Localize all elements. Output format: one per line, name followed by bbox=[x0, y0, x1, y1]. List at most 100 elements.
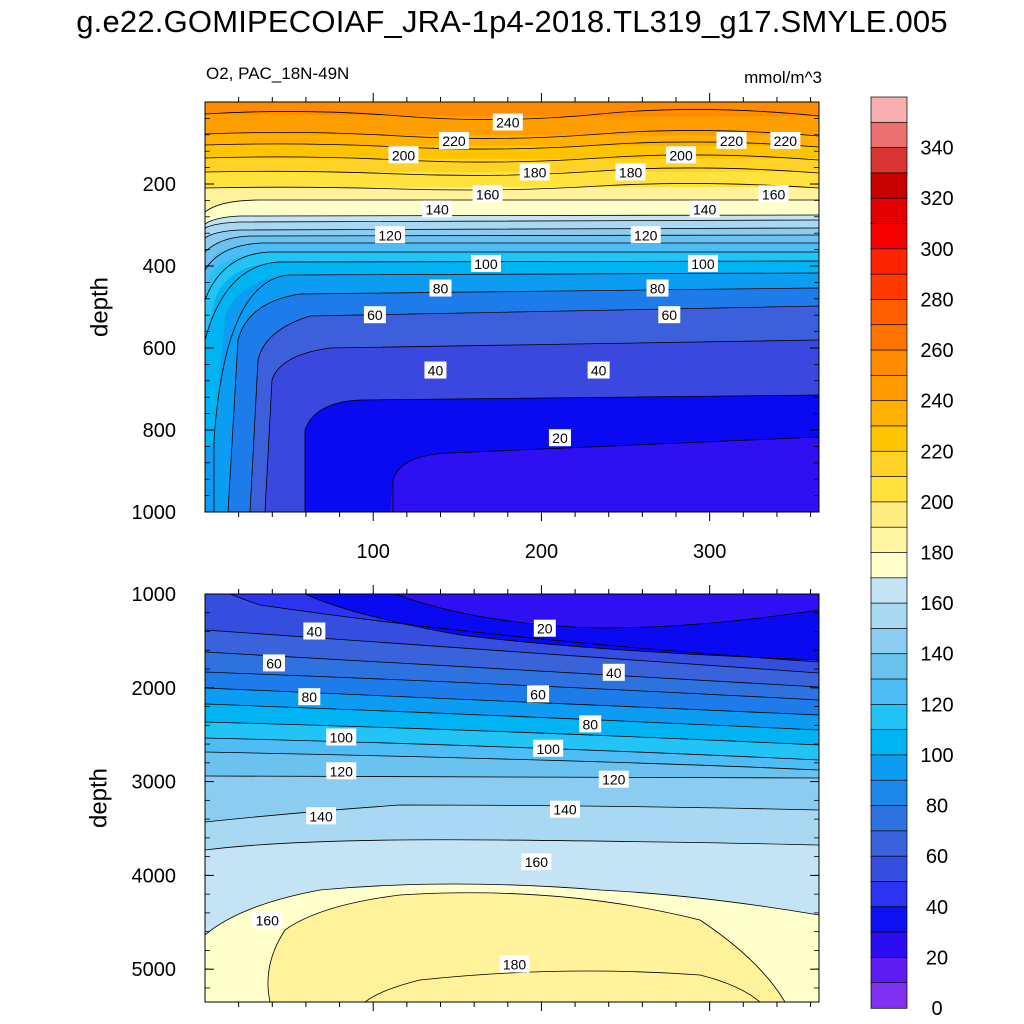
variable-region-label: O2, PAC_18N-49N bbox=[206, 64, 350, 83]
colorbar-label: 140 bbox=[920, 644, 953, 666]
y-tick-label: 200 bbox=[143, 174, 176, 196]
y-tick-label: 800 bbox=[143, 420, 176, 442]
svg-text:100: 100 bbox=[691, 256, 715, 272]
contour-label: 80 bbox=[646, 279, 669, 297]
contour-label: 20 bbox=[548, 429, 571, 447]
y-tick-label: 2000 bbox=[132, 678, 177, 700]
svg-text:40: 40 bbox=[606, 665, 622, 681]
contour-label: 180 bbox=[519, 163, 550, 181]
svg-text:100: 100 bbox=[474, 256, 498, 272]
panel-2-ylabel: depth bbox=[85, 768, 112, 828]
svg-text:60: 60 bbox=[367, 307, 383, 323]
svg-text:60: 60 bbox=[661, 307, 677, 323]
colorbar-swatch bbox=[870, 982, 908, 1009]
top-panel-contour-fill bbox=[205, 102, 819, 512]
colorbar-swatch bbox=[870, 552, 908, 579]
svg-text:80: 80 bbox=[302, 689, 318, 705]
svg-text:160: 160 bbox=[476, 186, 500, 202]
bottom-panel-contour-fill bbox=[205, 594, 819, 1002]
colorbar-swatch bbox=[870, 881, 908, 908]
svg-text:60: 60 bbox=[266, 655, 282, 671]
contour-label: 120 bbox=[630, 226, 661, 244]
x-tick-label: 100 bbox=[357, 541, 390, 563]
colorbar-swatch bbox=[870, 349, 908, 377]
colorbar-label: 120 bbox=[920, 694, 953, 716]
svg-text:100: 100 bbox=[330, 730, 354, 746]
colorbar-label: 240 bbox=[920, 391, 953, 413]
contour-label: 40 bbox=[602, 663, 625, 681]
svg-text:80: 80 bbox=[582, 716, 598, 732]
contour-label: 160 bbox=[521, 853, 552, 871]
colorbar-label: 100 bbox=[920, 745, 953, 767]
contour-label: 220 bbox=[770, 131, 801, 149]
svg-text:40: 40 bbox=[591, 363, 607, 379]
y-tick-label: 4000 bbox=[132, 865, 177, 887]
svg-text:40: 40 bbox=[307, 624, 323, 640]
contour-label: 80 bbox=[298, 688, 321, 706]
svg-text:80: 80 bbox=[650, 281, 666, 297]
svg-text:160: 160 bbox=[525, 854, 549, 870]
y-tick-label: 1000 bbox=[132, 584, 177, 606]
contour-label: 160 bbox=[252, 911, 283, 929]
colorbar-label: 160 bbox=[920, 593, 953, 615]
svg-text:180: 180 bbox=[503, 956, 527, 972]
svg-text:220: 220 bbox=[442, 133, 466, 149]
contour-label: 100 bbox=[470, 254, 501, 272]
colorbar-swatch bbox=[870, 678, 908, 705]
colorbar-swatch bbox=[870, 476, 908, 503]
contour-label: 60 bbox=[527, 685, 550, 703]
top-panel-contour-lines bbox=[205, 109, 819, 512]
svg-text:120: 120 bbox=[602, 772, 626, 788]
colorbar-label: 60 bbox=[926, 846, 948, 868]
y-tick-label: 1000 bbox=[132, 502, 177, 524]
colorbar-swatch bbox=[870, 855, 908, 883]
contour-label: 120 bbox=[326, 762, 357, 780]
contour-label: 40 bbox=[424, 361, 447, 379]
svg-text:220: 220 bbox=[720, 133, 744, 149]
contour-label: 140 bbox=[689, 200, 720, 218]
bottom-panel-contour-lines bbox=[205, 594, 819, 1002]
y-tick-label: 400 bbox=[143, 256, 176, 278]
colorbar-swatch bbox=[870, 754, 908, 781]
colorbar-swatch bbox=[870, 223, 908, 250]
contour-label: 40 bbox=[587, 361, 610, 379]
colorbar-label: 220 bbox=[920, 441, 953, 463]
colorbar-swatch bbox=[870, 273, 908, 301]
colorbar-swatch bbox=[870, 628, 908, 655]
contour-label: 160 bbox=[472, 185, 503, 203]
axes-layer: depth 200 400 600 800 1000 100 200 300 depth 1000 2… bbox=[85, 93, 819, 1011]
contour-label: 200 bbox=[666, 146, 697, 164]
svg-text:120: 120 bbox=[330, 763, 354, 779]
contour-label: 60 bbox=[363, 306, 386, 324]
units-label: mmol/m^3 bbox=[744, 68, 822, 87]
contour-label: 20 bbox=[533, 619, 556, 637]
contour-label: 200 bbox=[388, 146, 419, 164]
top-panel-frame bbox=[204, 101, 820, 513]
colorbar-swatch bbox=[870, 121, 908, 149]
contour-label: 240 bbox=[492, 113, 523, 131]
contour-label: 60 bbox=[262, 654, 285, 672]
colorbar-swatch bbox=[870, 96, 908, 123]
contour-label: 120 bbox=[598, 770, 629, 788]
contour-label: 120 bbox=[375, 226, 406, 244]
colorbar-swatch bbox=[870, 653, 908, 680]
colorbar-swatch bbox=[870, 906, 908, 933]
svg-text:80: 80 bbox=[433, 281, 449, 297]
panel-1-ylabel: depth bbox=[86, 277, 113, 337]
y-tick-label: 3000 bbox=[132, 772, 177, 794]
svg-text:140: 140 bbox=[425, 201, 449, 217]
chart-title: g.e22.GOMIPECOIAF_JRA-1p4-2018.TL319_g17… bbox=[76, 4, 948, 39]
colorbar-swatch bbox=[870, 830, 908, 857]
colorbar-swatch bbox=[870, 577, 908, 604]
contour-label: 40 bbox=[303, 622, 326, 640]
colorbar-label: 80 bbox=[926, 796, 948, 818]
contour-label: 80 bbox=[579, 715, 602, 733]
colorbar-label: 40 bbox=[926, 897, 948, 919]
colorbar-label: 200 bbox=[920, 492, 953, 514]
svg-text:180: 180 bbox=[619, 165, 643, 181]
colorbar-swatch bbox=[870, 779, 908, 807]
y-tick-label: 5000 bbox=[132, 959, 177, 981]
svg-text:160: 160 bbox=[762, 186, 786, 202]
contour-label: 140 bbox=[549, 800, 580, 818]
